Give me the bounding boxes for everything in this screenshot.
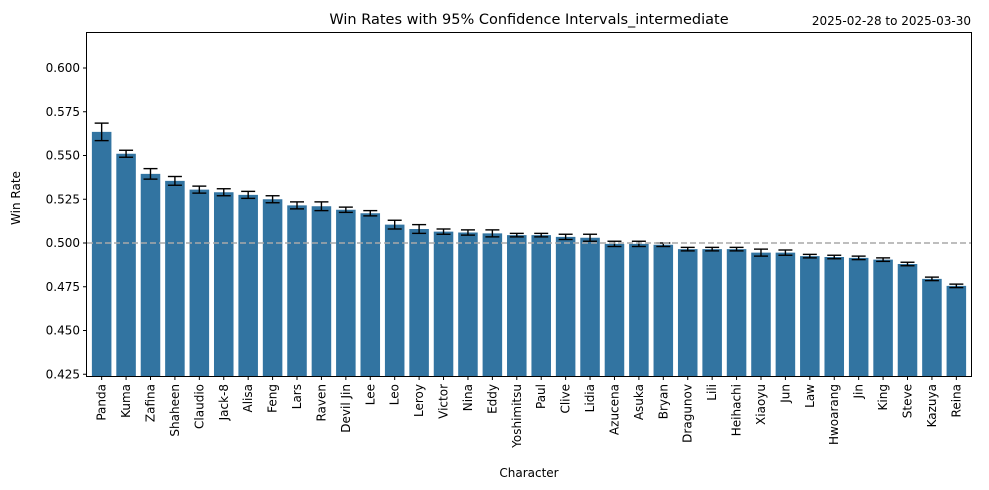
y-tick-label: 0.575: [46, 105, 80, 119]
x-tick-label: Azucena: [607, 384, 621, 435]
y-tick-label: 0.600: [46, 61, 80, 75]
bar: [555, 236, 576, 376]
x-tick-label: King: [876, 384, 890, 410]
x-tick-label: Eddy: [485, 384, 499, 414]
bar-series: [91, 131, 967, 376]
bar: [677, 249, 698, 376]
bar: [702, 249, 722, 376]
date-range-label: 2025-02-28 to 2025-03-30: [812, 14, 971, 28]
bar: [726, 249, 747, 376]
bar: [824, 257, 845, 376]
bar: [629, 243, 649, 376]
x-tick-label: Claudio: [192, 384, 206, 429]
bar: [409, 229, 429, 376]
bar: [384, 224, 405, 376]
y-tick-label: 0.500: [46, 236, 80, 250]
x-tick-label: Xiaoyu: [754, 384, 768, 425]
x-tick-label: Victor: [437, 384, 451, 419]
x-tick-label: Jun: [778, 384, 792, 404]
bar: [751, 252, 771, 376]
bar: [604, 243, 625, 376]
bar: [897, 264, 918, 376]
bar: [360, 213, 381, 376]
x-tick-label: Steve: [901, 384, 915, 418]
bar: [238, 194, 258, 376]
x-tick-label: Lidia: [583, 384, 597, 412]
y-tick-label: 0.525: [46, 192, 80, 206]
bar: [531, 235, 551, 376]
x-tick-label: Bryan: [656, 384, 670, 419]
x-tick-label: Nina: [461, 384, 475, 411]
x-tick-label: Lee: [363, 384, 377, 405]
x-tick-label: Yoshimitsu: [510, 384, 524, 449]
bar: [189, 189, 210, 376]
bar: [946, 285, 967, 376]
bar: [140, 173, 161, 376]
x-tick-label: Clive: [559, 384, 573, 414]
bar: [653, 244, 674, 376]
x-tick-label: Panda: [95, 384, 109, 421]
x-axis-label: Character: [499, 466, 558, 480]
x-tick-label: Reina: [949, 384, 963, 417]
x-tick-label: Zafina: [143, 384, 157, 422]
bar: [433, 231, 454, 376]
x-tick-label: Raven: [314, 384, 328, 422]
x-tick-label: Dragunov: [681, 384, 695, 443]
bar: [213, 192, 234, 376]
bar: [507, 235, 527, 376]
x-tick-label: Feng: [266, 384, 280, 413]
y-tick-label: 0.450: [46, 324, 80, 338]
x-tick-label: Kazuya: [925, 384, 939, 427]
x-tick-label: Leroy: [412, 384, 426, 417]
x-tick-label: Kuma: [119, 384, 133, 418]
x-tick-label: Asuka: [632, 384, 646, 420]
bar: [922, 278, 942, 376]
bar: [336, 209, 356, 376]
x-tick-label: Alisa: [241, 384, 255, 412]
bar: [311, 206, 332, 376]
y-tick-label: 0.425: [46, 367, 80, 381]
x-tick-label: Lars: [290, 384, 304, 409]
x-tick-label: Hwoarang: [827, 384, 841, 445]
plot-frame: [86, 32, 972, 377]
x-tick-label: Law: [803, 384, 817, 408]
bar: [116, 153, 136, 376]
x-tick-label: Lili: [705, 384, 719, 401]
bar: [775, 252, 796, 376]
y-axis: 0.425 0.450 0.475 0.500 0.525 0.550 0.575 0.600: [46, 61, 87, 381]
y-tick-label: 0.475: [46, 280, 80, 294]
y-tick-label: 0.550: [46, 149, 80, 163]
x-axis: Panda Kuma Zafina Shaheen Claudio Jack-8 Alisa…: [95, 376, 963, 449]
bar: [262, 199, 283, 376]
x-tick-label: Shaheen: [168, 384, 182, 437]
x-tick-label: Jack-8: [217, 384, 231, 421]
bar: [165, 180, 185, 376]
x-tick-label: Leo: [388, 384, 402, 405]
bar: [580, 237, 600, 376]
x-tick-label: Jin: [852, 384, 866, 399]
bar: [91, 131, 112, 376]
bar: [873, 259, 893, 376]
chart-title: Win Rates with 95% Confidence Intervals_…: [329, 12, 728, 28]
x-tick-label: Heihachi: [730, 384, 744, 436]
error-bar-series: [94, 122, 964, 289]
x-tick-label: Paul: [534, 384, 548, 409]
bar: [287, 205, 307, 376]
x-tick-label: Devil Jin: [339, 384, 353, 433]
y-axis-label: Win Rate: [9, 171, 23, 225]
bar: [458, 232, 478, 376]
bar: [482, 233, 503, 376]
bar: [800, 256, 820, 376]
bar: [848, 257, 869, 376]
